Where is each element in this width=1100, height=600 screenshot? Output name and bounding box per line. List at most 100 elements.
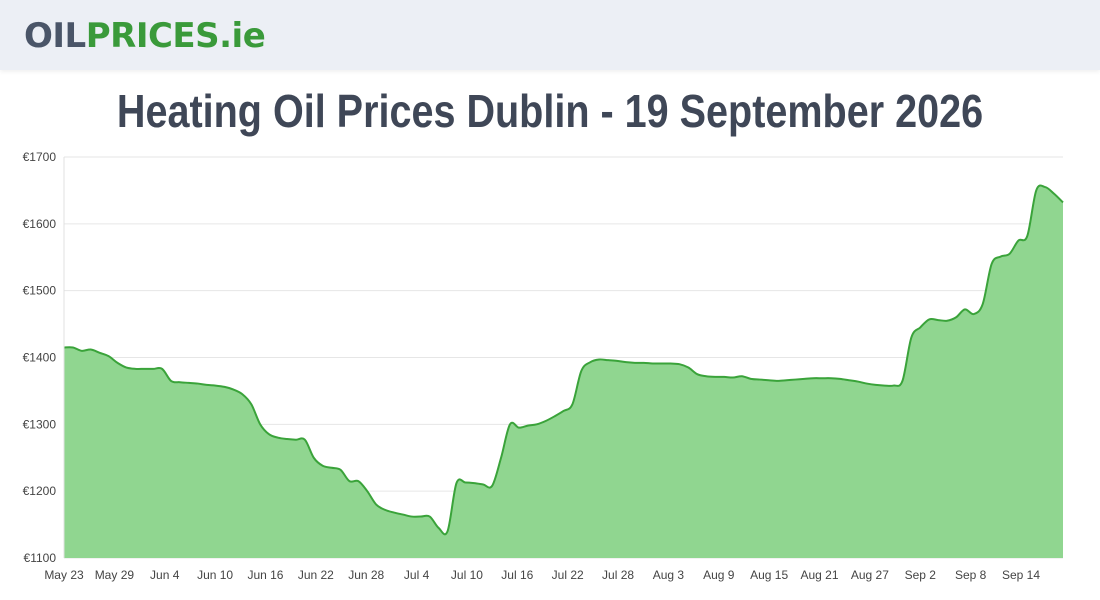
data-point[interactable]: [525, 423, 531, 429]
data-point[interactable]: [587, 359, 593, 365]
data-point[interactable]: [623, 359, 629, 365]
data-point[interactable]: [792, 377, 798, 383]
data-point[interactable]: [953, 314, 959, 320]
data-point[interactable]: [462, 479, 468, 485]
data-point[interactable]: [837, 376, 843, 382]
data-point[interactable]: [97, 350, 103, 356]
data-point[interactable]: [355, 478, 361, 484]
data-point[interactable]: [632, 360, 638, 366]
data-point[interactable]: [400, 512, 406, 518]
data-point[interactable]: [703, 373, 709, 379]
data-point[interactable]: [561, 408, 567, 414]
data-point[interactable]: [989, 261, 995, 267]
data-point[interactable]: [213, 383, 219, 389]
data-point[interactable]: [293, 437, 299, 443]
data-point[interactable]: [873, 382, 879, 388]
data-point[interactable]: [132, 366, 138, 372]
data-point[interactable]: [257, 421, 263, 427]
data-point[interactable]: [159, 366, 165, 372]
data-point[interactable]: [382, 507, 388, 513]
data-point[interactable]: [1024, 233, 1030, 239]
data-point[interactable]: [284, 436, 290, 442]
data-point[interactable]: [79, 348, 85, 354]
data-point[interactable]: [338, 467, 344, 473]
data-point[interactable]: [1060, 199, 1066, 205]
data-point[interactable]: [471, 480, 477, 486]
data-point[interactable]: [248, 401, 254, 407]
data-point[interactable]: [908, 334, 914, 340]
data-point[interactable]: [177, 379, 183, 385]
data-point[interactable]: [810, 375, 816, 381]
data-point[interactable]: [801, 376, 807, 382]
data-point[interactable]: [1033, 187, 1039, 193]
site-logo[interactable]: OILPRICES.ie: [24, 16, 266, 56]
data-point[interactable]: [498, 455, 504, 461]
data-point[interactable]: [668, 361, 674, 367]
data-point[interactable]: [596, 357, 602, 363]
data-point[interactable]: [766, 377, 772, 383]
data-point[interactable]: [891, 383, 897, 389]
data-point[interactable]: [721, 374, 727, 380]
data-point[interactable]: [115, 360, 121, 366]
data-point[interactable]: [534, 421, 540, 427]
data-point[interactable]: [1042, 184, 1048, 190]
data-point[interactable]: [962, 306, 968, 312]
data-point[interactable]: [1006, 251, 1012, 257]
data-point[interactable]: [659, 361, 665, 367]
data-point[interactable]: [204, 382, 210, 388]
data-point[interactable]: [364, 488, 370, 494]
data-point[interactable]: [222, 384, 228, 390]
data-point[interactable]: [266, 431, 272, 437]
data-point[interactable]: [828, 375, 834, 381]
data-point[interactable]: [935, 317, 941, 323]
data-point[interactable]: [445, 528, 451, 534]
data-point[interactable]: [88, 346, 94, 352]
data-point[interactable]: [650, 361, 656, 367]
data-point[interactable]: [311, 455, 317, 461]
data-point[interactable]: [1051, 191, 1057, 197]
data-point[interactable]: [775, 378, 781, 384]
data-point[interactable]: [944, 318, 950, 324]
data-point[interactable]: [882, 383, 888, 389]
data-point[interactable]: [427, 514, 433, 520]
data-point[interactable]: [819, 375, 825, 381]
data-point[interactable]: [346, 478, 352, 484]
data-point[interactable]: [614, 358, 620, 364]
data-point[interactable]: [141, 366, 147, 372]
data-point[interactable]: [569, 401, 575, 407]
data-point[interactable]: [507, 421, 513, 427]
data-point[interactable]: [998, 254, 1004, 260]
data-point[interactable]: [676, 361, 682, 367]
data-point[interactable]: [230, 387, 236, 393]
data-point[interactable]: [106, 353, 112, 359]
data-point[interactable]: [302, 437, 308, 443]
data-point[interactable]: [980, 301, 986, 307]
data-point[interactable]: [971, 311, 977, 317]
data-point[interactable]: [730, 375, 736, 381]
data-point[interactable]: [320, 463, 326, 469]
data-point[interactable]: [864, 381, 870, 387]
data-point[interactable]: [846, 377, 852, 383]
data-point[interactable]: [855, 379, 861, 385]
data-point[interactable]: [150, 366, 156, 372]
data-point[interactable]: [516, 425, 522, 431]
data-point[interactable]: [373, 502, 379, 508]
data-point[interactable]: [641, 360, 647, 366]
data-point[interactable]: [694, 371, 700, 377]
data-point[interactable]: [926, 316, 932, 322]
data-point[interactable]: [552, 413, 558, 419]
data-point[interactable]: [391, 510, 397, 516]
data-point[interactable]: [757, 377, 763, 383]
data-point[interactable]: [917, 324, 923, 330]
data-point[interactable]: [275, 435, 281, 441]
data-point[interactable]: [899, 378, 905, 384]
data-point[interactable]: [239, 391, 245, 397]
data-point[interactable]: [195, 381, 201, 387]
data-point[interactable]: [489, 483, 495, 489]
data-point[interactable]: [186, 380, 192, 386]
data-point[interactable]: [409, 514, 415, 520]
data-point[interactable]: [123, 365, 129, 371]
data-point[interactable]: [685, 365, 691, 371]
data-point[interactable]: [436, 525, 442, 531]
data-point[interactable]: [329, 465, 335, 471]
